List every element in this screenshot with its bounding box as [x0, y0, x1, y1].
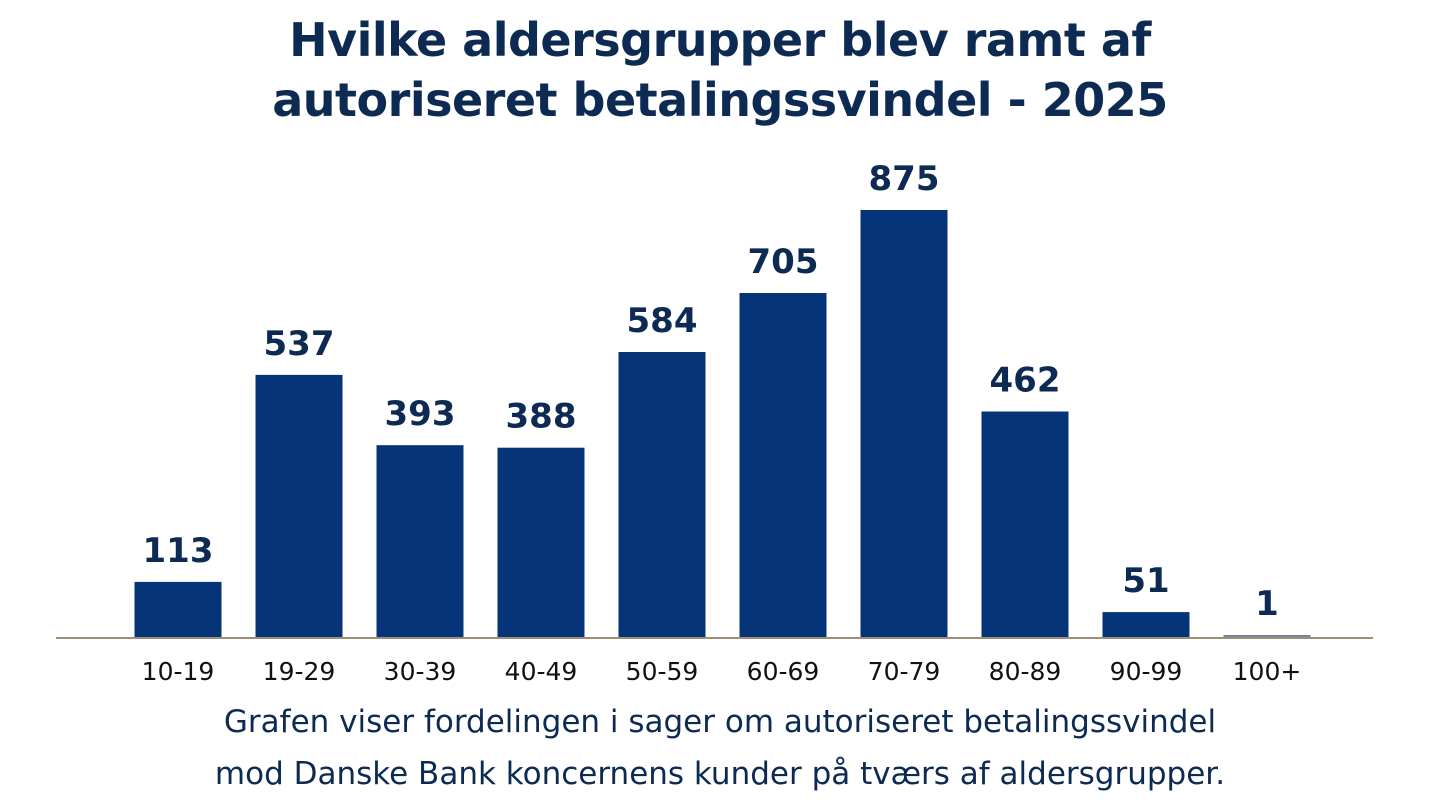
x-tick-label-70-79: 70-79 [868, 657, 941, 686]
data-label-19-29: 537 [264, 324, 335, 364]
bar-40-49 [497, 447, 585, 637]
chart-title-line-2: autoriseret betalingssvindel - 2025 [272, 73, 1168, 127]
bar-70-79 [860, 210, 948, 637]
x-tick-label-10-19: 10-19 [142, 657, 215, 686]
bar-80-89 [981, 411, 1069, 637]
x-tick-label-80-89: 80-89 [989, 657, 1062, 686]
data-label-60-69: 705 [748, 242, 819, 282]
bar-10-19 [134, 581, 222, 637]
data-label-30-39: 393 [385, 394, 456, 434]
data-label-100+: 1 [1255, 584, 1279, 624]
data-label-70-79: 875 [869, 159, 940, 199]
data-label-80-89: 462 [990, 361, 1061, 401]
x-tick-label-100+: 100+ [1233, 657, 1302, 686]
x-tick-label-19-29: 19-29 [263, 657, 336, 686]
data-label-50-59: 584 [627, 301, 698, 341]
x-tick-label-60-69: 60-69 [747, 657, 820, 686]
bar-30-39 [376, 445, 464, 637]
data-label-10-19: 113 [143, 531, 214, 571]
bar-19-29 [255, 374, 343, 637]
bar-50-59 [618, 352, 706, 637]
data-label-40-49: 388 [506, 397, 577, 437]
chart-caption-line-1: Grafen viser fordelingen i sager om auto… [223, 704, 1217, 740]
x-tick-label-30-39: 30-39 [384, 657, 457, 686]
x-tick-label-40-49: 40-49 [505, 657, 578, 686]
bar-60-69 [739, 293, 827, 637]
bar-100+ [1223, 635, 1311, 637]
chart-caption: Grafen viser fordelingen i sager om auto… [0, 696, 1440, 800]
chart-title-line-1: Hvilke aldersgrupper blev ramt af [289, 13, 1151, 67]
x-tick-label-50-59: 50-59 [626, 657, 699, 686]
data-label-90-99: 51 [1122, 561, 1169, 601]
x-tick-label-90-99: 90-99 [1110, 657, 1183, 686]
chart-caption-line-2: mod Danske Bank koncernens kunder på tvæ… [214, 756, 1226, 792]
bar-90-99 [1102, 612, 1190, 637]
chart-title: Hvilke aldersgrupper blev ramt af autori… [0, 10, 1440, 130]
